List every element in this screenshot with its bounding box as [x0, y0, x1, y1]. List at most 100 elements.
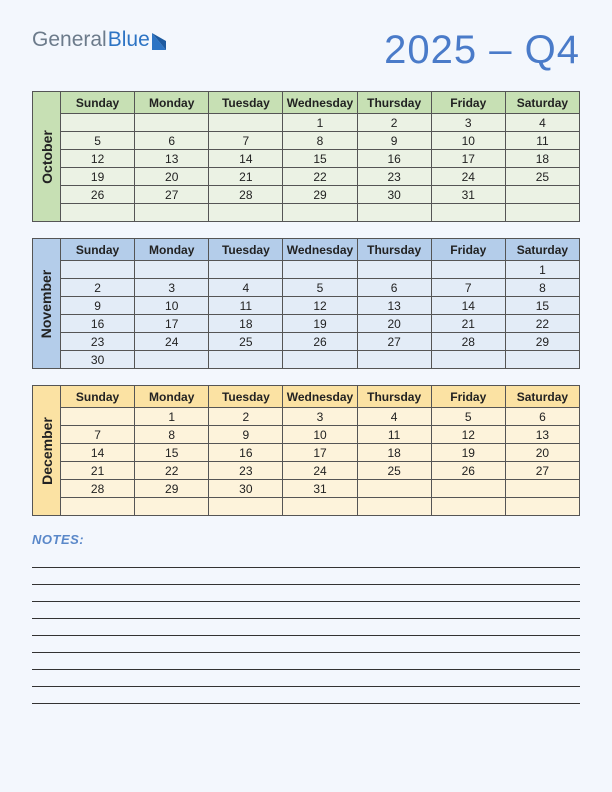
calendar-cell: 1: [505, 261, 579, 279]
calendar-row: 1: [61, 261, 580, 279]
note-line: [32, 619, 580, 636]
calendar-cell: 4: [357, 408, 431, 426]
calendar-cell: [209, 204, 283, 222]
calendar-cell: [431, 351, 505, 369]
calendar-cell: 14: [209, 150, 283, 168]
logo-triangle-icon: [152, 30, 170, 50]
calendar-cell: 19: [431, 444, 505, 462]
calendar-cell: 16: [357, 150, 431, 168]
calendar-row: 123456: [61, 408, 580, 426]
day-header: Tuesday: [209, 239, 283, 261]
calendar-row: [61, 498, 580, 516]
month-name: October: [39, 130, 55, 184]
calendar-cell: [431, 261, 505, 279]
calendar-cell: 1: [135, 408, 209, 426]
day-header: Saturday: [505, 386, 579, 408]
calendar-cell: 17: [283, 444, 357, 462]
calendar-cell: 9: [357, 132, 431, 150]
calendar-cell: [61, 261, 135, 279]
calendar-cell: [209, 261, 283, 279]
calendar-cell: 15: [135, 444, 209, 462]
calendar-cell: [135, 498, 209, 516]
calendar-cell: [283, 261, 357, 279]
note-line: [32, 670, 580, 687]
calendar-cell: 9: [209, 426, 283, 444]
day-header: Tuesday: [209, 92, 283, 114]
calendar-cell: 23: [209, 462, 283, 480]
calendar-row: 16171819202122: [61, 315, 580, 333]
month-block-october: October SundayMondayTuesdayWednesdayThurs…: [32, 91, 580, 222]
day-header: Sunday: [61, 386, 135, 408]
calendar-row: 14151617181920: [61, 444, 580, 462]
calendar-cell: 25: [209, 333, 283, 351]
calendar-cell: 5: [431, 408, 505, 426]
calendar-cell: 26: [61, 186, 135, 204]
day-header: Sunday: [61, 92, 135, 114]
calendar-row: 19202122232425: [61, 168, 580, 186]
notes-label: NOTES:: [32, 532, 580, 547]
calendar-cell: 21: [61, 462, 135, 480]
calendar-cell: 27: [357, 333, 431, 351]
calendar-cell: 31: [283, 480, 357, 498]
calendar-cell: 7: [61, 426, 135, 444]
calendar-cell: 15: [283, 150, 357, 168]
calendar-cell: [357, 351, 431, 369]
calendar-cell: 29: [505, 333, 579, 351]
calendar-cell: 12: [431, 426, 505, 444]
calendar-cell: 6: [505, 408, 579, 426]
calendar-cell: 6: [357, 279, 431, 297]
day-header: Tuesday: [209, 386, 283, 408]
calendar-cell: 24: [135, 333, 209, 351]
calendar-cell: 21: [431, 315, 505, 333]
calendar-cell: 20: [505, 444, 579, 462]
calendar-cell: [209, 351, 283, 369]
calendar-row: 28293031: [61, 480, 580, 498]
calendar-cell: 30: [357, 186, 431, 204]
calendar-cell: 24: [283, 462, 357, 480]
calendar-cell: 15: [505, 297, 579, 315]
calendar-cell: 20: [135, 168, 209, 186]
calendar-row: 78910111213: [61, 426, 580, 444]
calendar-cell: 11: [209, 297, 283, 315]
calendar-cell: 11: [357, 426, 431, 444]
note-line: [32, 636, 580, 653]
calendar-row: 30: [61, 351, 580, 369]
calendar-cell: 4: [209, 279, 283, 297]
calendar-cell: 27: [505, 462, 579, 480]
calendar-table: SundayMondayTuesdayWednesdayThursdayFrid…: [60, 91, 580, 222]
calendar-cell: [357, 480, 431, 498]
calendar-row: 23242526272829: [61, 333, 580, 351]
calendar-cell: 3: [135, 279, 209, 297]
calendar-cell: 9: [61, 297, 135, 315]
calendar-cell: 13: [357, 297, 431, 315]
calendar-cell: 5: [283, 279, 357, 297]
calendar-cell: [283, 204, 357, 222]
month-name: November: [39, 269, 55, 337]
day-header: Monday: [135, 239, 209, 261]
month-block-november: November SundayMondayTuesdayWednesdayThur…: [32, 238, 580, 369]
month-tab: November: [32, 238, 60, 369]
calendar-cell: 3: [283, 408, 357, 426]
calendar-cell: 29: [135, 480, 209, 498]
calendar-table: SundayMondayTuesdayWednesdayThursdayFrid…: [60, 238, 580, 369]
calendar-cell: [135, 204, 209, 222]
note-line: [32, 585, 580, 602]
calendar-cell: 13: [505, 426, 579, 444]
calendar-cell: 14: [431, 297, 505, 315]
calendar-cell: 8: [283, 132, 357, 150]
note-line: [32, 687, 580, 704]
calendar-cell: 5: [61, 132, 135, 150]
logo-part1: General: [32, 28, 107, 52]
calendar-cell: 22: [505, 315, 579, 333]
calendar-cell: 19: [61, 168, 135, 186]
calendar-cell: 22: [135, 462, 209, 480]
calendar-cell: 25: [357, 462, 431, 480]
calendar-cell: 6: [135, 132, 209, 150]
calendar-cell: [357, 204, 431, 222]
calendar-cell: [61, 498, 135, 516]
calendar-cell: 20: [357, 315, 431, 333]
calendar-cell: 23: [61, 333, 135, 351]
day-header: Friday: [431, 386, 505, 408]
calendar-cell: [283, 498, 357, 516]
day-header: Sunday: [61, 239, 135, 261]
